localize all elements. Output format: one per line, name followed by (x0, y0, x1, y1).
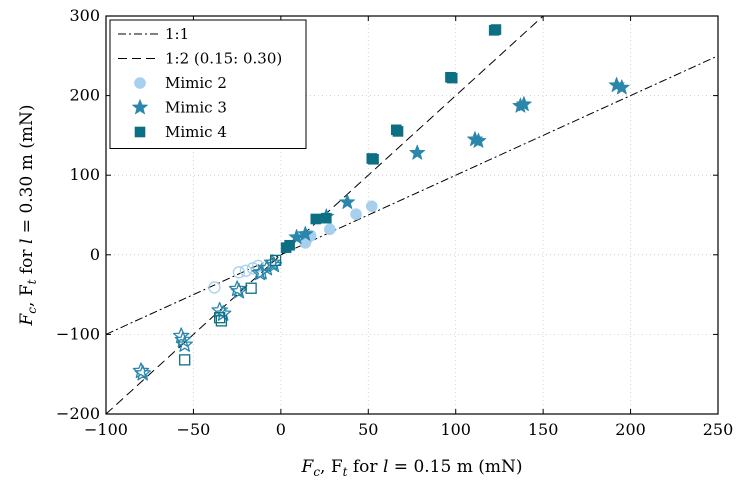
data-point (297, 225, 314, 241)
y-tick-label: 100 (69, 165, 100, 184)
data-point-hollow (179, 354, 191, 366)
data-point (446, 72, 458, 84)
reference-line-dashdot (105, 55, 719, 335)
data-point (284, 239, 295, 251)
x-axis-label: Fc, Ft for l = 0.15 m (mN) (301, 457, 523, 479)
x-tick-label: 50 (358, 420, 378, 439)
data-point-hollow (232, 266, 246, 279)
data-point-hollow (214, 312, 226, 324)
data-point (392, 126, 404, 137)
data-point-hollow (245, 282, 257, 294)
x-tick-label: 200 (615, 420, 646, 439)
y-axis-label: Fc, Ft for l = 0.30 m (mN) (17, 105, 39, 327)
data-point-hollow (172, 327, 190, 344)
data-point-hollow (214, 305, 232, 321)
data-point-hollow (239, 264, 253, 277)
data-point-hollow (230, 282, 248, 299)
data-point-hollow (228, 280, 246, 297)
data-point-hollow (269, 254, 282, 267)
plot-frame (105, 15, 719, 415)
data-point-hollow (132, 362, 150, 379)
y-tick-label: −100 (56, 324, 100, 343)
data-point (350, 208, 362, 221)
data-point-hollow (208, 281, 221, 294)
data-point-hollow (215, 315, 228, 327)
legend-marker (134, 126, 146, 138)
legend-entries: 1:1 1:2 (0.15: 0.30) Mimic 2 Mimic 3 Mimic 4 (118, 25, 282, 141)
data-point (613, 79, 630, 95)
data-point (365, 200, 378, 213)
data-point-hollow (134, 364, 151, 381)
y-tick-label: 300 (69, 6, 100, 25)
legend-marker (132, 99, 148, 115)
data-point-hollow (263, 254, 281, 270)
data-point (324, 223, 336, 236)
data-point (490, 24, 502, 35)
legend: 1:1 1:2 (0.15: 0.30) Mimic 2 Mimic 3 Mimic 4 (109, 19, 307, 149)
series-square (179, 24, 502, 366)
x-tick-label: 250 (703, 420, 734, 439)
data-point-hollow (174, 331, 192, 348)
legend-label: 1:2 (0.15: 0.30) (165, 50, 282, 68)
data-point (470, 132, 487, 148)
x-tick-label: 100 (440, 420, 471, 439)
x-tick-label: −100 (84, 420, 128, 439)
data-point (321, 212, 332, 224)
legend-label: Mimic 3 (165, 99, 227, 117)
data-point (516, 96, 532, 112)
data-point-hollow (176, 336, 193, 352)
x-tick-label: 0 (276, 420, 286, 439)
legend-label: 1:1 (165, 25, 189, 43)
data-point (339, 193, 356, 210)
data-point (409, 144, 426, 160)
x-tick-label: 150 (528, 420, 559, 439)
data-point (368, 153, 379, 165)
data-point (310, 213, 322, 225)
y-tick-label: 0 (90, 245, 100, 264)
y-tick-label: −200 (56, 404, 100, 423)
data-point-hollow (265, 256, 283, 273)
y-tick-label: 200 (69, 86, 100, 105)
legend-marker (134, 77, 146, 89)
legend-label: Mimic 2 (165, 74, 227, 92)
legend-label: Mimic 4 (165, 123, 227, 141)
x-tick-label: −50 (177, 420, 211, 439)
data-points (132, 24, 630, 381)
